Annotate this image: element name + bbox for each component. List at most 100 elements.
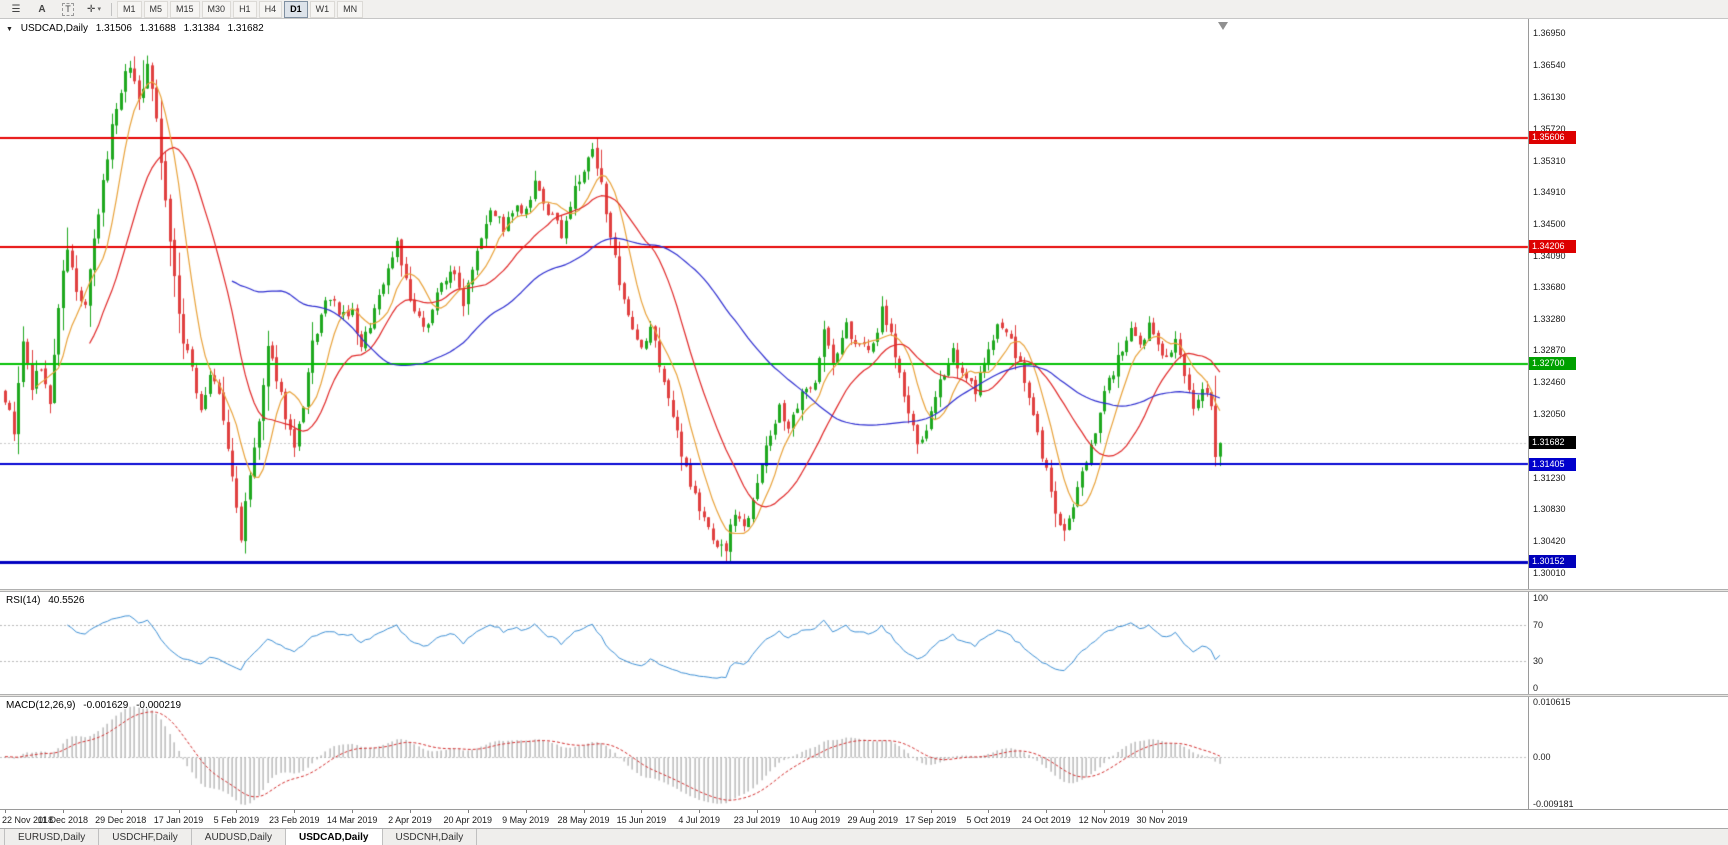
date-axis-label: 15 Jun 2019: [616, 815, 667, 825]
chart-shift-marker[interactable]: [1218, 22, 1228, 30]
macd-indicator-label: MACD(12,26,9): [6, 700, 76, 711]
timeframe-button-m30[interactable]: M30: [201, 0, 232, 18]
ohlc-low-value: 1.31384: [183, 23, 220, 34]
rsi-title: RSI(14) 40.5526: [6, 595, 89, 606]
timeframe-button-m15[interactable]: M15: [170, 0, 200, 18]
date-axis-label: 14 Mar 2019: [326, 815, 378, 825]
toolbar-separator: [111, 2, 112, 16]
pane-separator[interactable]: [0, 694, 1728, 697]
date-axis-tick: [988, 810, 989, 813]
chart-menu-arrow-icon: ▼: [6, 26, 13, 33]
timeframe-button-d1[interactable]: D1: [284, 0, 308, 18]
price-axis-label: 1.34090: [1533, 250, 1566, 261]
date-axis-tick: [63, 810, 64, 813]
text-box-tool-button[interactable]: T: [56, 1, 80, 17]
date-axis-label: 12 Nov 2019: [1078, 815, 1130, 825]
date-axis-tick: [121, 810, 122, 813]
macd-panel-canvas[interactable]: [0, 697, 1728, 809]
charts-menu-icon: ☰: [11, 3, 21, 15]
rsi-axis-label: 0: [1533, 683, 1539, 693]
price-level-tag: 1.32700: [1529, 357, 1576, 371]
crosshair-icon: ✛: [87, 3, 96, 15]
date-axis-tick: [584, 810, 585, 813]
timeframe-button-m5[interactable]: M5: [143, 0, 169, 18]
date-axis: 22 Nov 2018 11 Dec 2018 29 Dec 2018 17 Jan …: [0, 809, 1728, 828]
date-axis-label: 29 Aug 2019: [847, 815, 899, 825]
price-axis-label: 1.30830: [1533, 504, 1566, 515]
ohlc-high-value: 1.31688: [139, 23, 176, 34]
date-axis-label: 29 Dec 2018: [95, 815, 147, 825]
chart-tab-usdcnh[interactable]: USDCNH,Daily: [383, 829, 478, 845]
price-axis-border: [1528, 19, 1529, 809]
macd-title: MACD(12,26,9) -0.001629 -0.000219: [6, 700, 186, 711]
rsi-value: 40.5526: [48, 595, 85, 606]
price-axis-label: 1.31230: [1533, 473, 1566, 484]
date-axis-label: 20 Apr 2019: [443, 815, 493, 825]
date-axis-tick: [641, 810, 642, 813]
pane-separator[interactable]: [0, 589, 1728, 592]
toolbar: ☰ A T ✛ ▾ M1 M5 M15 M30 H1 H4 D1 W1 MN: [0, 0, 1728, 19]
price-axis-label: 1.35720: [1533, 123, 1566, 134]
chart-tab-audusd[interactable]: AUDUSD,Daily: [192, 829, 287, 845]
ohlc-close-value: 1.31682: [227, 23, 264, 34]
price-axis-label: 1.36130: [1533, 91, 1566, 102]
date-axis-tick: [468, 810, 469, 813]
rsi-panel-canvas[interactable]: [0, 592, 1728, 694]
macd-axis-label: 0.00: [1533, 751, 1551, 762]
price-axis-label: 1.30420: [1533, 536, 1566, 547]
date-axis-label: 17 Sep 2019: [905, 815, 957, 825]
chart-title: ▼ USDCAD,Daily 1.31506 1.31688 1.31384 1…: [6, 23, 269, 34]
timeframe-button-h1[interactable]: H1: [233, 0, 257, 18]
ohlc-open-value: 1.31506: [95, 23, 132, 34]
price-axis-label: 1.34910: [1533, 186, 1566, 197]
crosshair-tool-button[interactable]: ✛ ▾: [82, 1, 106, 17]
date-axis-label: 2 Apr 2019: [388, 815, 432, 825]
date-axis-label: 23 Feb 2019: [268, 815, 320, 825]
macd-signal-value: -0.000219: [136, 700, 182, 711]
price-level-tag: 1.30152: [1529, 555, 1576, 569]
chart-tab-usdcad[interactable]: USDCAD,Daily: [286, 829, 383, 845]
date-axis-tick: [236, 810, 237, 813]
date-axis-tick: [410, 810, 411, 813]
date-axis-tick: [5, 810, 6, 813]
date-axis-label: 22 Nov 2018: [2, 815, 54, 825]
rsi-axis-label: 70: [1533, 620, 1544, 630]
date-axis-tick: [294, 810, 295, 813]
timeframe-button-h4[interactable]: H4: [258, 0, 283, 18]
chart-tab-usdchf[interactable]: USDCHF,Daily: [99, 829, 192, 845]
price-axis-label: 1.32870: [1533, 345, 1566, 356]
text-tool-button[interactable]: A: [30, 1, 54, 17]
rsi-axis-label: 100: [1533, 593, 1549, 603]
date-axis-tick: [815, 810, 816, 813]
timeframe-button-m1[interactable]: M1: [117, 0, 142, 18]
timeframe-button-w1[interactable]: W1: [309, 0, 336, 18]
price-axis-label: 1.33280: [1533, 313, 1566, 324]
price-level-tag: 1.31682: [1529, 436, 1576, 450]
price-axis-label: 1.36540: [1533, 59, 1566, 70]
chart-symbol-label: USDCAD,Daily: [20, 23, 88, 34]
date-axis-label: 30 Nov 2019: [1136, 815, 1188, 825]
text-a-icon: A: [38, 3, 46, 15]
date-axis-tick: [873, 810, 874, 813]
main-chart-canvas[interactable]: [0, 19, 1728, 589]
macd-main-value: -0.001629: [83, 700, 129, 711]
rsi-axis-label: 30: [1533, 656, 1544, 666]
chart-tab-eurusd[interactable]: EURUSD,Daily: [4, 829, 100, 845]
date-axis-tick: [1162, 810, 1163, 813]
date-axis-label: 28 May 2019: [557, 815, 610, 825]
text-box-icon: T: [62, 2, 74, 16]
date-axis-label: 17 Jan 2019: [153, 815, 204, 825]
date-axis-tick: [1104, 810, 1105, 813]
macd-axis-label: -0.009181: [1533, 799, 1574, 809]
charts-menu-button[interactable]: ☰: [4, 1, 28, 17]
date-axis-label: 9 May 2019: [502, 815, 550, 825]
price-axis-label: 1.32460: [1533, 377, 1566, 388]
date-axis-label: 10 Aug 2019: [789, 815, 841, 825]
chart-tabs-bar: EURUSD,Daily USDCHF,Daily AUDUSD,Daily USDC…: [0, 828, 1728, 845]
date-axis-label: 5 Oct 2019: [966, 815, 1011, 825]
price-axis-label: 1.33680: [1533, 282, 1566, 293]
date-axis-label: 4 Jul 2019: [678, 815, 720, 825]
price-axis-label: 1.34500: [1533, 218, 1566, 229]
rsi-indicator-label: RSI(14): [6, 595, 41, 606]
timeframe-button-mn[interactable]: MN: [337, 0, 364, 18]
